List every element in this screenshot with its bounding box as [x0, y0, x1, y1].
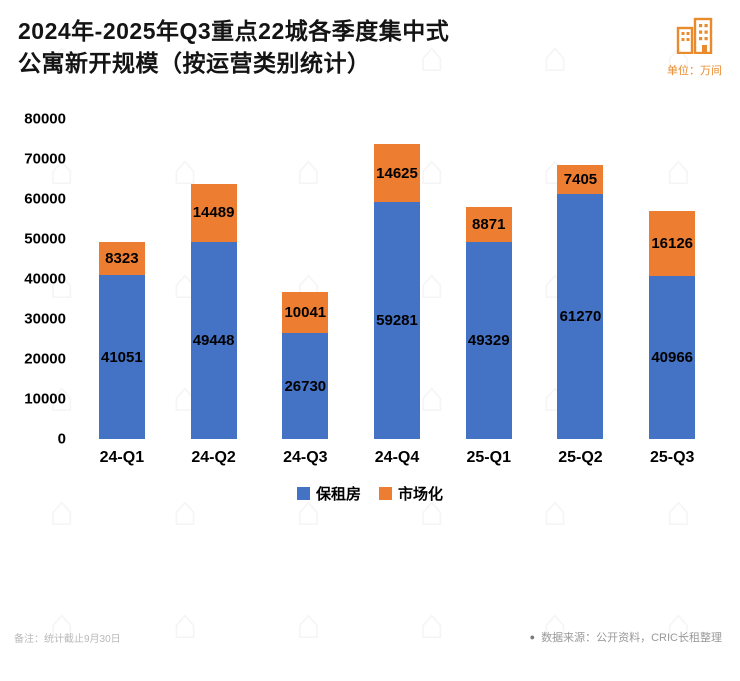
value-label: 14489 [192, 204, 235, 222]
watermark-icon: ⌂ [295, 486, 322, 534]
legend-label: 市场化 [398, 486, 444, 504]
legend-label: 保租房 [315, 486, 361, 504]
category-label: 24-Q4 [374, 449, 420, 467]
stacked-bar: 10041 26730 [282, 292, 329, 440]
bar-column: 16126 40966 [626, 119, 718, 440]
bar-segment-市场化: 8323 [98, 241, 145, 276]
page-title-line2: 公寓新开规模（按运营类别统计） [18, 49, 371, 76]
value-label: 41051 [101, 348, 143, 366]
category-label: 24-Q2 [191, 449, 236, 467]
watermark-icon: ⌂ [418, 600, 445, 648]
stacked-bar: 14489 49448 [190, 183, 237, 440]
bar-segment-市场化: 8871 [465, 206, 512, 243]
watermark-icon: ⌂ [172, 600, 198, 648]
bar-column: 8871 49329 [443, 119, 535, 440]
building-logo-icon [673, 17, 717, 58]
stacked-bar: 7405 61270 [557, 164, 604, 440]
bar-column: 14489 49448 [168, 119, 260, 440]
unit-label: 单位：万间 [667, 65, 722, 77]
value-label: 16126 [651, 234, 694, 252]
footer-source: ● 数据来源：公开资料，CRIC长租整理 [530, 629, 722, 645]
legend-swatch [296, 487, 310, 501]
y-tick-label: 20000 [24, 350, 66, 368]
footer: 备注：统计截止9月30日 ● 数据来源：公开资料，CRIC长租整理 [0, 629, 740, 645]
watermark-icon: ⌂ [295, 600, 322, 648]
category-label: 24-Q3 [283, 449, 328, 467]
bar-column: 14625 59281 [351, 119, 443, 440]
value-label: 14625 [376, 164, 418, 182]
category-label: 25-Q1 [466, 449, 511, 467]
bar-segment-市场化: 14625 [374, 143, 421, 203]
watermark-icon: ⌂ [665, 486, 692, 534]
y-axis: 0 10000 20000 30000 40000 50000 60000 70000 8000… [14, 112, 76, 447]
page-title-line1: 2024年-2025年Q3重点22城各季度集中式 [18, 18, 450, 44]
page-title: 2024年-2025年Q3重点22城各季度集中式 公寓新开规模（按运营类别统计） [18, 16, 449, 79]
value-label: 40966 [651, 349, 694, 367]
bar-segment-保租房: 41051 [98, 275, 145, 440]
legend-item: 保租房 [296, 483, 361, 504]
stacked-bar: 14625 59281 [374, 143, 421, 440]
value-label: 59281 [376, 312, 418, 330]
category-label: 25-Q2 [558, 449, 603, 467]
y-tick-label: 80000 [24, 110, 66, 128]
bar-segment-保租房: 40966 [649, 275, 696, 440]
y-tick-label: 60000 [24, 190, 66, 208]
bar-segment-保租房: 49329 [465, 242, 512, 440]
value-label: 26730 [284, 377, 327, 395]
category-label: 25-Q3 [649, 449, 695, 467]
x-axis: 24-Q1 24-Q2 24-Q3 24-Q4 25-Q1 25-Q2 25-Q3 [76, 449, 718, 467]
bar-segment-保租房: 49448 [190, 241, 237, 440]
value-label: 8323 [105, 250, 139, 268]
y-tick-label: 70000 [24, 150, 66, 168]
stacked-bar: 16126 40966 [649, 211, 696, 440]
value-label: 61270 [559, 308, 602, 326]
value-label: 8871 [472, 215, 506, 233]
plot-area: 8323 41051 14489 49448 10041 26730 14625 59281 8… [76, 119, 718, 440]
value-label: 7405 [563, 171, 598, 189]
bar-segment-市场化: 16126 [649, 211, 696, 276]
watermark-icon: ⌂ [48, 600, 75, 648]
footer-note: 备注：统计截止9月30日 [14, 633, 121, 645]
bar-segment-保租房: 59281 [374, 202, 421, 440]
bar-column: 8323 41051 [76, 119, 168, 440]
bar-segment-市场化: 14489 [190, 183, 237, 242]
watermark-icon: ⌂ [542, 600, 568, 648]
logo-box: 单位：万间 [667, 16, 724, 78]
legend: 保租房 市场化 [0, 483, 740, 504]
source-text: 数据来源：公开资料，CRIC长租整理 [541, 632, 722, 644]
source-bullet-icon: ● [529, 632, 536, 642]
legend-swatch [379, 487, 392, 501]
header: 2024年-2025年Q3重点22城各季度集中式 公寓新开规模（按运营类别统计）… [0, 0, 740, 79]
bar-column: 10041 26730 [259, 119, 351, 440]
bar-segment-市场化: 7405 [557, 164, 604, 195]
category-label: 24-Q1 [99, 449, 145, 467]
y-tick-label: 0 [57, 430, 66, 448]
value-label: 49329 [467, 332, 510, 350]
y-tick-label: 50000 [24, 230, 66, 248]
bar-segment-保租房: 61270 [557, 194, 604, 440]
watermark-icon: ⌂ [665, 600, 692, 648]
bar-segment-保租房: 26730 [282, 332, 329, 440]
watermark-icon: ⌂ [172, 486, 198, 534]
value-label: 49448 [192, 332, 235, 350]
chart: 0 10000 20000 30000 40000 50000 60000 70000 8000… [14, 112, 718, 467]
value-label: 10041 [284, 303, 327, 321]
legend-item: 市场化 [379, 483, 443, 504]
bar-column: 7405 61270 [535, 119, 627, 440]
watermark-icon: ⌂ [418, 486, 445, 534]
bar-segment-市场化: 10041 [282, 292, 329, 333]
stacked-bar: 8323 41051 [98, 241, 145, 440]
stacked-bar: 8871 49329 [465, 206, 512, 440]
watermark-icon: ⌂ [542, 486, 568, 534]
y-tick-label: 40000 [24, 270, 66, 288]
watermark-icon: ⌂ [48, 486, 75, 534]
y-tick-label: 30000 [24, 310, 66, 328]
y-tick-label: 10000 [24, 390, 66, 408]
